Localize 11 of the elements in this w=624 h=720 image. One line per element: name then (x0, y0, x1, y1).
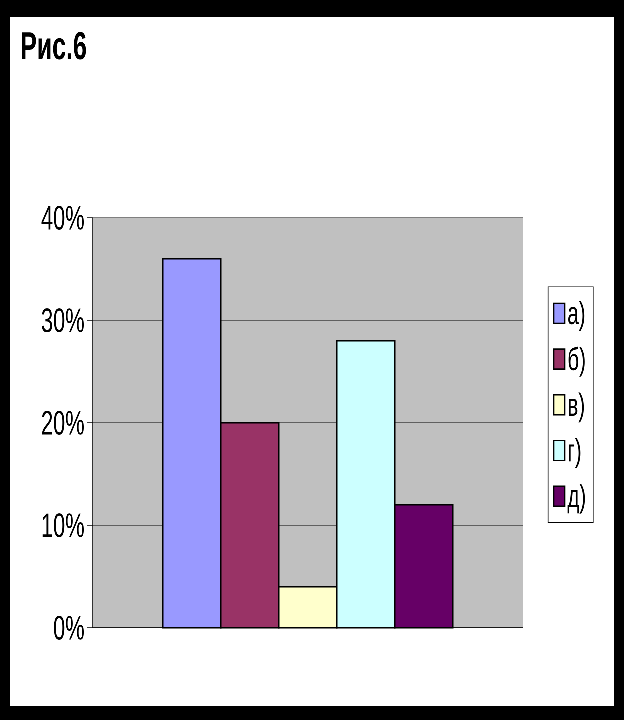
legend-label: б) (568, 346, 585, 377)
legend-label: в) (569, 392, 584, 423)
legend-label: г) (569, 438, 581, 468)
legend-label: а) (568, 301, 585, 331)
chart-title: Рис.6 (22, 32, 86, 60)
y-tick-label: 0% (54, 616, 84, 640)
legend-label: д) (568, 484, 586, 514)
y-tick-label: 20% (42, 410, 84, 436)
y-tick-label: 10% (42, 513, 84, 538)
y-tick-label: 30% (42, 308, 84, 333)
y-tick-label: 40% (42, 206, 84, 230)
